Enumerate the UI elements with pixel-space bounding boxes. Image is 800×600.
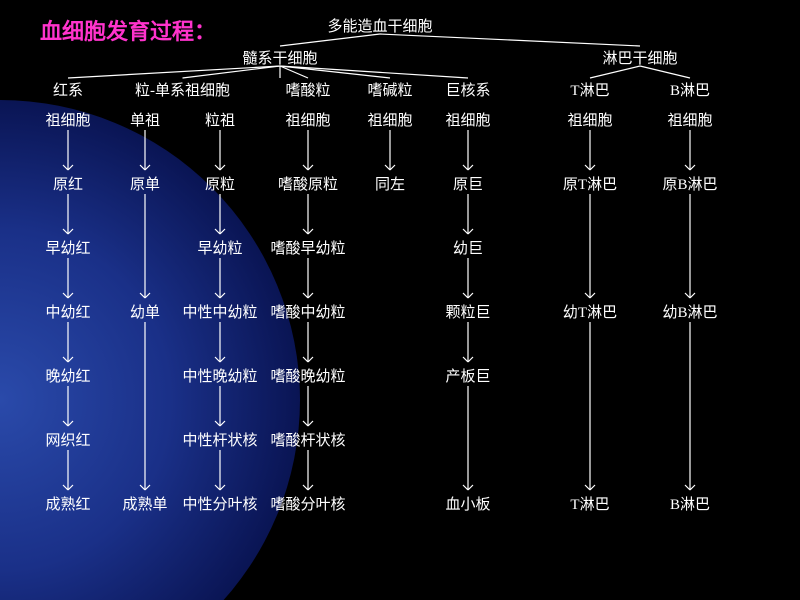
node-c6_6: 血小板 <box>445 493 490 514</box>
node-c4_6: 嗜酸分叶核 <box>270 493 345 514</box>
node-c7_3: 幼T淋巴 <box>563 301 617 322</box>
node-c3_1: 原粒 <box>205 173 235 194</box>
node-h2b_l: 单祖 <box>130 109 160 130</box>
node-h1a: 红系 <box>53 79 83 100</box>
node-c4_4: 嗜酸晚幼粒 <box>270 365 345 386</box>
node-h4b: 祖细胞 <box>367 109 412 130</box>
node-h6b: 祖细胞 <box>567 109 612 130</box>
node-c6_3: 颗粒巨 <box>445 301 490 322</box>
node-c6_4: 产板巨 <box>445 365 490 386</box>
node-c3_2: 早幼粒 <box>197 237 242 258</box>
node-c6_2: 幼巨 <box>453 237 483 258</box>
diagram-title: 血细胞发育过程： <box>40 14 216 46</box>
node-c1_1: 原红 <box>53 173 83 194</box>
node-myeloid: 髓系干细胞 <box>242 47 317 68</box>
node-c3_5: 中性杆状核 <box>182 429 257 450</box>
node-c8_6: B淋巴 <box>670 493 710 514</box>
node-h7a: B淋巴 <box>670 79 710 100</box>
node-c2_3: 幼单 <box>130 301 160 322</box>
node-c4_1: 嗜酸原粒 <box>278 173 338 194</box>
node-c6_1: 原巨 <box>453 173 483 194</box>
node-c3_3: 中性中幼粒 <box>182 301 257 322</box>
node-h2b_r: 粒祖 <box>205 109 235 130</box>
node-c1_2: 早幼红 <box>45 237 90 258</box>
node-h5a: 巨核系 <box>445 79 490 100</box>
node-root: 多能造血干细胞 <box>327 15 432 36</box>
node-h3b: 祖细胞 <box>285 109 330 130</box>
node-c7_6: T淋巴 <box>570 493 609 514</box>
node-c4_3: 嗜酸中幼粒 <box>270 301 345 322</box>
node-c3_6: 中性分叶核 <box>182 493 257 514</box>
node-h4a: 嗜碱粒 <box>367 79 412 100</box>
node-c8_1: 原B淋巴 <box>662 173 717 194</box>
node-c8_3: 幼B淋巴 <box>662 301 717 322</box>
node-c4_5: 嗜酸杆状核 <box>270 429 345 450</box>
node-h2a: 粒-单系祖细胞 <box>135 79 230 100</box>
diagram-layer: 血细胞发育过程： 多能造血干细胞髓系干细胞 淋巴干细胞红系祖细胞 粒-单系祖细胞单祖… <box>0 0 800 600</box>
node-c1_6: 成熟红 <box>45 493 90 514</box>
node-h7b: 祖细胞 <box>667 109 712 130</box>
node-c4_2: 嗜酸早幼粒 <box>270 237 345 258</box>
node-h5b: 祖细胞 <box>445 109 490 130</box>
node-c2_1: 原单 <box>130 173 160 194</box>
node-c3_4: 中性晚幼粒 <box>182 365 257 386</box>
node-c2_6: 成熟单 <box>122 493 167 514</box>
node-c1_3: 中幼红 <box>45 301 90 322</box>
node-c1_4: 晚幼红 <box>45 365 90 386</box>
node-c1_5: 网织红 <box>45 429 90 450</box>
node-c7_1: 原T淋巴 <box>563 173 617 194</box>
node-h3a: 嗜酸粒 <box>285 79 330 100</box>
node-lymph: 淋巴干细胞 <box>602 47 677 68</box>
node-c5_1: 同左 <box>375 173 405 194</box>
node-h1b: 祖细胞 <box>45 109 90 130</box>
node-h6a: T淋巴 <box>570 79 609 100</box>
